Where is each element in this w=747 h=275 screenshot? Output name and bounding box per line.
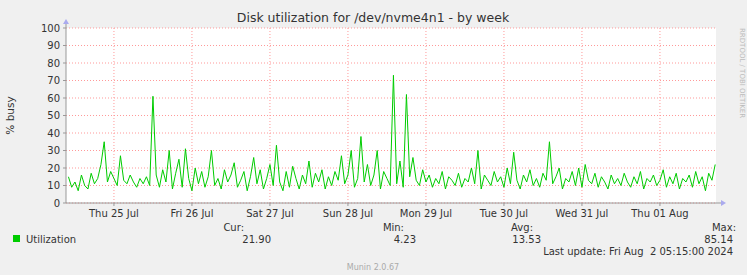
y-grid-line [66,115,716,116]
x-grid-line [191,28,192,203]
stat-label: Min: [383,222,404,233]
y-tick-label: 20 [47,163,60,174]
y-tick-label: 0 [54,198,60,209]
background [0,0,747,275]
footer: Munin 2.0.67 [347,263,399,272]
x-tick-label: Sun 28 Jul [323,208,373,219]
y-tick-label: 70 [47,75,60,86]
stat-label: Max: [712,222,736,233]
legend-label: Utilization [26,234,76,245]
y-tick-label: 30 [47,145,60,156]
side-text: RRDTOOL / TOBI OETIKER [738,28,746,118]
x-grid-line [581,28,582,203]
title: Disk utilization for /dev/nvme4n1 - by w… [237,10,510,25]
series-group [68,75,715,191]
y-axis-label: % busy [4,96,16,134]
x-tick-label: Fri 26 Jul [170,208,213,219]
x-tick-label: Tue 30 Jul [479,208,528,219]
x-grid-line [269,28,270,203]
stat-value: 13.53 [512,234,541,245]
series-line [68,75,715,191]
stat-value: 4.23 [394,234,416,245]
x-tick-label: Thu 01 Aug [630,208,688,219]
y-tick-label: 50 [47,110,60,121]
y-grid-line [66,133,716,134]
legend-swatch [13,235,20,242]
y-grid-line [66,28,716,29]
y-tick-label: 60 [47,93,60,104]
y-tick-label: 40 [47,128,60,139]
y-axis-arrow [63,19,69,24]
stat-value: 21.90 [242,234,271,245]
x-axis [66,203,722,204]
y-grid-line [66,185,716,186]
y-tick-label: 90 [47,40,60,51]
x-tick-label: Wed 31 Jul [555,208,608,219]
y-grid-line [66,98,716,99]
y-axis [66,22,67,203]
y-grid-line [66,63,716,64]
last-update: Last update: Fri Aug 2 05:15:00 2024 [543,246,733,257]
x-tick-label: Thu 25 Jul [88,208,139,219]
y-tick-label: 80 [47,58,60,69]
x-grid-line [425,28,426,203]
x-tick-label: Sat 27 Jul [246,208,294,219]
stat-value: 85.14 [704,234,733,245]
y-tick-label: 10 [47,180,60,191]
x-axis-arrow [721,200,726,206]
y-grid-line [66,45,716,46]
y-tick-label: 100 [41,23,60,34]
stat-label: Cur: [223,222,244,233]
x-tick-label: Mon 29 Jul [400,208,452,219]
x-grid-line [659,28,660,203]
plot-area [66,28,716,203]
x-grid-line [503,28,504,203]
y-grid-line [66,80,716,81]
stat-label: Avg: [511,222,533,233]
